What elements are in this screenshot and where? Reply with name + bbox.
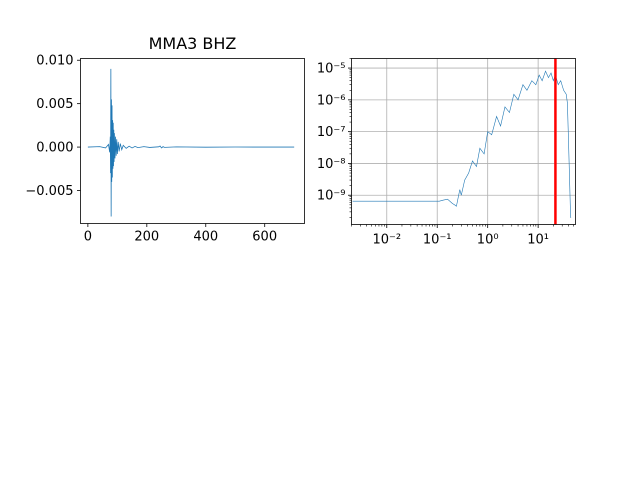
- y-tick-label: 10⁻⁷: [317, 125, 346, 140]
- x-tick-label: 10⁰: [477, 233, 499, 248]
- waveform-axes-frame: [80, 58, 305, 224]
- y-tick-label: 10⁻⁹: [317, 189, 346, 204]
- spectrum-trace: [352, 70, 572, 218]
- x-tick-label: 10⁻¹: [423, 233, 452, 248]
- x-tick-label: 10⁻²: [372, 233, 401, 248]
- y-tick-label: 10⁻⁸: [317, 157, 346, 172]
- spectrum-ticks: 10⁻² 10⁻¹ 10⁰ 10¹ 10⁻⁹ 10⁻⁸ 10⁻⁷ 10⁻⁶ 10⁻⁵: [317, 58, 574, 248]
- y-tick-label: 10⁻⁶: [317, 93, 346, 108]
- spectrum-grid: [351, 58, 576, 225]
- waveform-panel: MMA3 BHZ 0 200 400 600 −0.005 0.000 0.005 0.010: [25, 34, 305, 245]
- x-tick-label: 400: [193, 230, 218, 245]
- x-tick-label: 0: [84, 230, 92, 245]
- x-tick-label: 10¹: [527, 233, 549, 248]
- y-tick-label: 0.005: [36, 97, 73, 112]
- y-tick-label: −0.005: [25, 184, 73, 199]
- x-tick-label: 200: [134, 230, 159, 245]
- spectrum-panel: 10⁻² 10⁻¹ 10⁰ 10¹ 10⁻⁹ 10⁻⁸ 10⁻⁷ 10⁻⁶ 10⁻⁵: [317, 58, 576, 248]
- waveform-trace: [87, 68, 295, 217]
- waveform-ticks: 0 200 400 600 −0.005 0.000 0.005 0.010: [25, 54, 277, 245]
- y-tick-label: 0.010: [36, 54, 73, 69]
- y-tick-label: 10⁻⁵: [317, 62, 346, 77]
- spectrum-axes-frame: [351, 58, 576, 225]
- x-tick-label: 600: [252, 230, 277, 245]
- y-tick-label: 0.000: [36, 141, 73, 156]
- chart-title: MMA3 BHZ: [149, 34, 237, 53]
